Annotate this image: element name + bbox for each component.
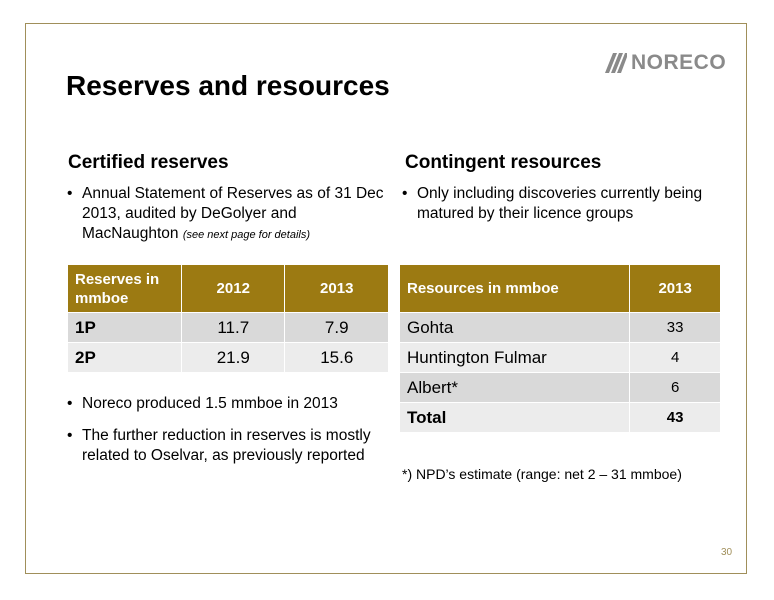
table-cell: 1P	[67, 312, 182, 343]
bullet-text: Annual Statement of Reserves as of 31 De…	[82, 185, 384, 242]
reserves-notes-bullets: Noreco produced 1.5 mmboe in 2013 The fu…	[67, 394, 385, 466]
table-row: Total 43	[398, 402, 721, 433]
footnote: *) NPD’s estimate (range: net 2 – 31 mmb…	[402, 466, 682, 482]
table-row: Huntington Fulmar 4	[398, 342, 721, 373]
table-row: 1P 11.7 7.9	[67, 312, 389, 343]
table-header: 2013	[284, 264, 389, 313]
list-item: Noreco produced 1.5 mmboe in 2013	[67, 394, 385, 414]
noreco-logo: NORECO	[605, 51, 727, 74]
page-number: 30	[721, 547, 733, 558]
table-cell: 7.9	[284, 312, 389, 343]
bullet-note: (see next page for details)	[182, 229, 311, 241]
table-cell: Huntington Fulmar	[398, 342, 631, 373]
table-cell: 4	[629, 342, 721, 373]
table-row: Gohta 33	[398, 312, 721, 343]
list-item: The further reduction in reserves is mos…	[67, 426, 385, 466]
table-cell: 33	[629, 312, 721, 343]
slide-frame	[25, 23, 747, 574]
table-cell: 6	[629, 372, 721, 403]
table-header: Resources in mmboe	[398, 264, 631, 313]
table-header: 2012	[180, 264, 286, 313]
certified-reserves-bullets: Annual Statement of Reserves as of 31 De…	[67, 184, 385, 245]
contingent-resources-heading: Contingent resources	[405, 152, 602, 173]
certified-reserves-heading: Certified reserves	[68, 152, 229, 173]
contingent-resources-bullets: Only including discoveries currently bei…	[402, 184, 722, 224]
table-header: 2013	[629, 264, 721, 313]
table-cell: 11.7	[180, 312, 286, 343]
logo-text: NORECO	[631, 51, 727, 74]
table-header: Reserves in mmboe	[67, 264, 182, 313]
noreco-mark-icon	[605, 53, 627, 73]
table-cell: 43	[629, 402, 721, 433]
reserves-table: Reserves in mmboe 2012 2013 1P 11.7 7.9 …	[67, 264, 389, 373]
table-cell: Gohta	[398, 312, 631, 343]
table-cell: Albert*	[398, 372, 631, 403]
slide-title: Reserves and resources	[66, 70, 390, 101]
table-row: 2P 21.9 15.6	[67, 342, 389, 373]
table-cell: Total	[398, 402, 631, 433]
table-cell: 15.6	[284, 342, 389, 373]
table-cell: 2P	[67, 342, 182, 373]
list-item: Annual Statement of Reserves as of 31 De…	[67, 184, 385, 245]
table-row: Albert* 6	[398, 372, 721, 403]
list-item: Only including discoveries currently bei…	[402, 184, 722, 224]
table-cell: 21.9	[180, 342, 286, 373]
resources-table: Resources in mmboe 2013 Gohta 33 Hunting…	[398, 264, 721, 433]
